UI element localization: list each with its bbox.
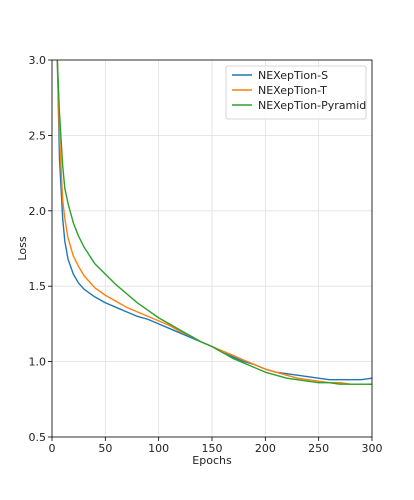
legend-label: NEXepTion-S [258, 69, 328, 82]
y-tick-label: 0.5 [29, 431, 47, 444]
series-lines [56, 60, 372, 385]
x-tick-label: 100 [148, 442, 169, 455]
x-tick-label: 300 [362, 442, 383, 455]
series-line-3 [56, 60, 372, 385]
x-axis-title: Epochs [192, 454, 232, 467]
y-tick-label: 2.0 [29, 205, 47, 218]
y-axis-title: Loss [16, 236, 29, 260]
y-tick-label: 1.5 [29, 280, 47, 293]
y-tick-label: 1.0 [29, 356, 47, 369]
axis-ticks: 0 50 100 150 200 250 300 0.5 1.0 1.5 2.0 2.5 3.0 [29, 54, 383, 455]
legend-label: NEXepTion-T [258, 84, 327, 97]
series-line-1 [56, 60, 372, 381]
y-tick-label: 3.0 [29, 54, 47, 67]
x-tick-label: 50 [98, 442, 112, 455]
y-tick-label: 2.5 [29, 129, 47, 142]
x-tick-label: 0 [49, 442, 56, 455]
x-tick-label: 150 [202, 442, 223, 455]
legend-label: NEXepTion-Pyramid [258, 99, 366, 112]
x-tick-label: 250 [308, 442, 329, 455]
x-tick-label: 200 [255, 442, 276, 455]
legend: NEXepTion-S NEXepTion-T NEXepTion-Pyramid [225, 65, 367, 120]
legend-box [225, 65, 367, 120]
